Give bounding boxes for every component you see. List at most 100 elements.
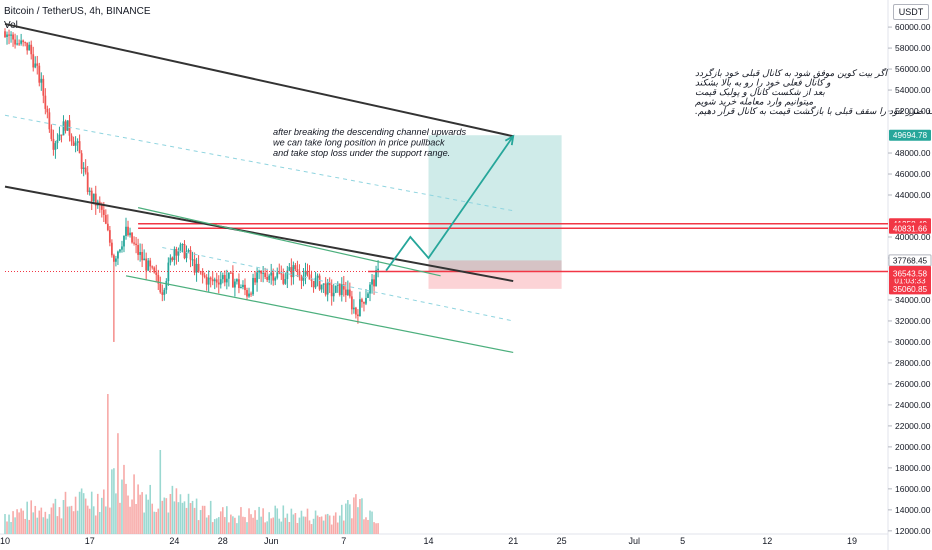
x-tick-label: 7 (341, 536, 346, 546)
candle-body (373, 279, 375, 287)
x-tick-label: 14 (423, 536, 433, 546)
price-label-box (888, 254, 932, 267)
volume-bar (308, 520, 311, 534)
annotation-english-line: and take stop loss under the support ran… (273, 148, 450, 158)
candle-body (290, 267, 293, 278)
volume-bar (26, 501, 28, 534)
volume-bar (248, 508, 250, 534)
candle-body (22, 40, 25, 43)
candle-body (119, 249, 121, 252)
volume-bar (42, 517, 45, 534)
x-tick-label: 12 (762, 536, 772, 546)
candle-body (231, 272, 234, 288)
volume-bar (161, 500, 164, 534)
volume-bar (338, 515, 341, 534)
volume-bar (191, 500, 194, 534)
candle-body (250, 293, 252, 295)
candle-body (48, 112, 51, 130)
volume-bar (179, 494, 182, 534)
candle-body (86, 172, 89, 192)
volume-bar (219, 511, 222, 534)
volume-bar (153, 511, 156, 534)
candle-body (139, 252, 142, 255)
candle-body (18, 43, 21, 45)
annotation-persian-line: میتوانیم وارد معامله خرید شویم (695, 98, 813, 108)
volume-bar (137, 484, 139, 534)
candle-body (169, 257, 172, 263)
candle-body (310, 279, 313, 281)
volume-bar (326, 513, 329, 534)
y-tick-label: 32000.00 (895, 316, 931, 326)
candle-body (205, 276, 208, 285)
price-label: 49694.78 (893, 131, 928, 140)
volume-bar (143, 512, 145, 534)
annotation-english-line: we can take long position in price pullb… (273, 138, 445, 148)
volume-bar (80, 488, 83, 534)
volume-bar (163, 497, 166, 534)
price-label-box (889, 267, 931, 279)
candle-body (110, 242, 113, 256)
candle-body (322, 283, 325, 285)
y-tick-label: 48000.00 (895, 148, 931, 158)
x-tick-label: Jun (264, 536, 279, 546)
volume-bar (213, 519, 216, 534)
volume-bar (48, 514, 51, 534)
candle-body (66, 120, 69, 131)
candle-body (68, 120, 71, 136)
x-tick-label: Jul (628, 536, 640, 546)
candle-body (78, 141, 81, 154)
volume-bar (373, 522, 375, 534)
volume-bar (52, 503, 55, 534)
candle-body (236, 279, 238, 282)
candle-body (115, 258, 117, 262)
candle-body (64, 121, 67, 131)
volume-bar (183, 501, 186, 534)
volume-bar (193, 507, 196, 534)
x-tick-label: 17 (85, 536, 95, 546)
candle-body (225, 278, 228, 283)
candle-body (117, 251, 119, 259)
volume-bar (129, 506, 131, 534)
y-tick-label: 46000.00 (895, 169, 931, 179)
volume-bar (119, 502, 121, 534)
volume-bar (310, 524, 313, 534)
candle-body (106, 223, 109, 231)
candle-body (330, 285, 333, 297)
candle-body (246, 290, 248, 297)
volume-bar (147, 499, 149, 534)
candle-body (207, 277, 210, 285)
volume-bar (375, 523, 377, 534)
candle-body (84, 167, 87, 173)
candle-body (135, 243, 137, 245)
volume-bar (149, 484, 151, 534)
volume-bar (84, 498, 87, 534)
y-tick-label: 44000.00 (895, 190, 931, 200)
volume-bar (262, 508, 264, 534)
candle-body (52, 138, 55, 150)
volume-bar (12, 511, 14, 534)
volume-bar (115, 493, 117, 534)
candle-body (260, 270, 263, 274)
y-tick-label: 24000.00 (895, 400, 931, 410)
volume-bar (30, 500, 33, 534)
currency-button[interactable]: USDT (893, 4, 929, 20)
volume-bar (274, 505, 277, 534)
candle-body (10, 34, 12, 36)
volume-bar (40, 507, 43, 534)
volume-bar (280, 521, 283, 534)
candle-body (32, 54, 35, 68)
candle-body (332, 292, 335, 297)
candle-body (312, 280, 315, 288)
candle-body (56, 140, 59, 144)
price-label-box (889, 283, 931, 295)
candle-body (145, 258, 148, 271)
annotation-english-line: after breaking the descending channel up… (273, 127, 466, 137)
volume-bar (155, 511, 158, 534)
candle-body (346, 289, 349, 296)
candle-body (326, 282, 329, 295)
candle-body (286, 270, 289, 280)
mid-dashed-line-lower (162, 246, 514, 322)
candle-body (268, 275, 271, 280)
candle-body (133, 242, 135, 244)
